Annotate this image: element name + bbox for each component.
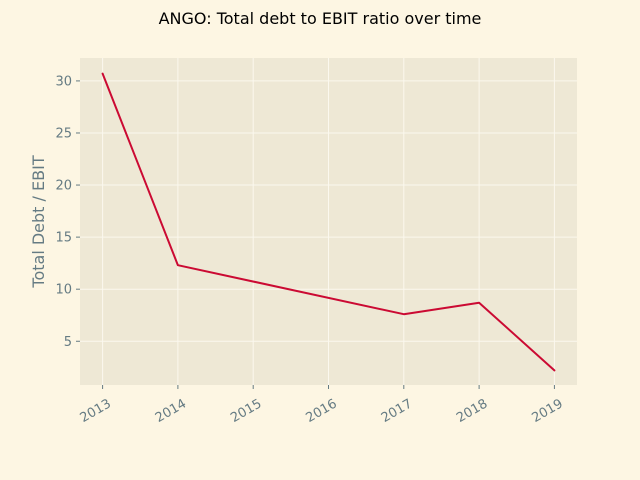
y-tick-label: 10 — [55, 283, 72, 298]
series-layer — [101, 72, 556, 372]
series-line — [101, 72, 556, 372]
y-tick-label: 15 — [55, 231, 72, 246]
y-tick-label: 30 — [55, 74, 72, 89]
y-tick-label: 25 — [55, 126, 72, 141]
y-axis: 5 10 15 20 25 30 — [55, 74, 80, 350]
y-tick-label: 5 — [64, 335, 72, 350]
chart-title: ANGO: Total debt to EBIT ratio over time — [159, 9, 482, 28]
y-tick-label: 20 — [55, 179, 72, 194]
grid-layer — [80, 58, 577, 385]
y-axis-label: Total Debt / EBIT — [29, 155, 48, 288]
